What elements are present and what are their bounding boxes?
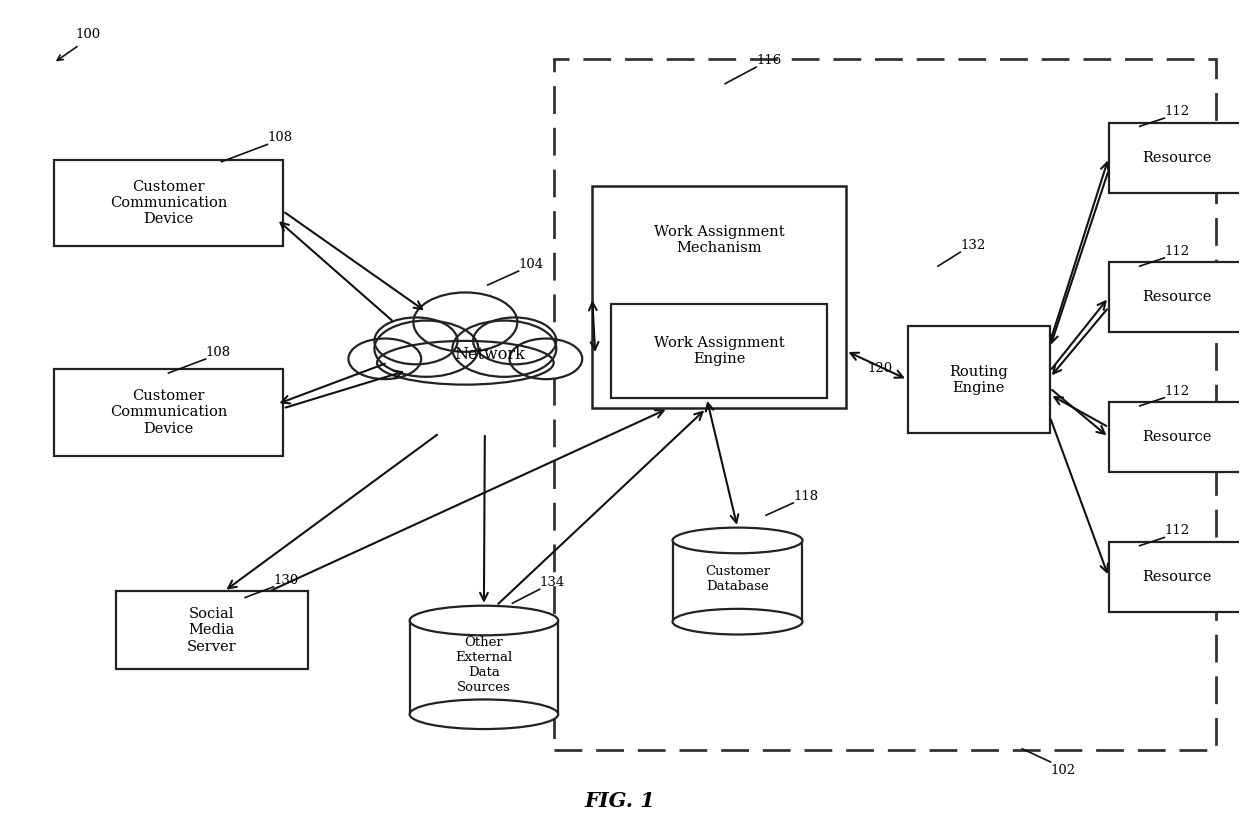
- Text: 102: 102: [1050, 765, 1075, 777]
- Text: Resource: Resource: [1142, 570, 1211, 584]
- Text: 118: 118: [794, 490, 818, 503]
- Ellipse shape: [374, 318, 458, 365]
- Text: Routing
Engine: Routing Engine: [950, 365, 1008, 394]
- Text: Work Assignment
Engine: Work Assignment Engine: [653, 336, 784, 366]
- FancyBboxPatch shape: [593, 186, 846, 408]
- Text: 112: 112: [1164, 105, 1189, 118]
- Ellipse shape: [672, 609, 802, 634]
- FancyBboxPatch shape: [1109, 403, 1240, 472]
- FancyBboxPatch shape: [55, 160, 283, 246]
- Text: 132: 132: [960, 239, 986, 252]
- Text: Work Assignment
Mechanism: Work Assignment Mechanism: [653, 224, 784, 255]
- FancyBboxPatch shape: [1109, 542, 1240, 612]
- Ellipse shape: [453, 321, 557, 377]
- FancyBboxPatch shape: [908, 326, 1050, 433]
- Text: Resource: Resource: [1142, 290, 1211, 304]
- Text: Customer
Communication
Device: Customer Communication Device: [109, 389, 227, 436]
- Text: Customer
Communication
Device: Customer Communication Device: [109, 180, 227, 226]
- Text: 130: 130: [274, 574, 299, 587]
- Text: Network: Network: [455, 346, 526, 364]
- Text: 112: 112: [1164, 384, 1189, 398]
- Text: FIG. 1: FIG. 1: [584, 790, 656, 811]
- FancyBboxPatch shape: [672, 540, 802, 622]
- Text: 116: 116: [756, 54, 781, 67]
- FancyBboxPatch shape: [115, 592, 308, 669]
- Text: 134: 134: [539, 577, 565, 589]
- Text: Other
External
Data
Sources: Other External Data Sources: [455, 636, 512, 694]
- Ellipse shape: [409, 606, 558, 635]
- FancyBboxPatch shape: [409, 620, 558, 714]
- Ellipse shape: [409, 700, 558, 729]
- Ellipse shape: [413, 292, 517, 351]
- Ellipse shape: [510, 338, 583, 380]
- Ellipse shape: [348, 338, 422, 380]
- Text: 112: 112: [1164, 245, 1189, 258]
- Text: 100: 100: [76, 28, 100, 41]
- Text: Customer
Database: Customer Database: [706, 565, 770, 593]
- FancyBboxPatch shape: [1109, 262, 1240, 332]
- Ellipse shape: [474, 318, 557, 365]
- Ellipse shape: [374, 321, 479, 377]
- Text: 112: 112: [1164, 525, 1189, 537]
- Text: Resource: Resource: [1142, 151, 1211, 165]
- FancyBboxPatch shape: [1109, 123, 1240, 192]
- Text: 120: 120: [868, 362, 893, 375]
- Text: 108: 108: [206, 346, 231, 359]
- FancyBboxPatch shape: [55, 370, 283, 455]
- Ellipse shape: [377, 341, 554, 384]
- Text: Resource: Resource: [1142, 430, 1211, 444]
- Text: 104: 104: [518, 258, 543, 271]
- Ellipse shape: [672, 528, 802, 554]
- Text: Social
Media
Server: Social Media Server: [187, 607, 237, 653]
- FancyBboxPatch shape: [611, 304, 827, 398]
- Text: 108: 108: [268, 131, 293, 144]
